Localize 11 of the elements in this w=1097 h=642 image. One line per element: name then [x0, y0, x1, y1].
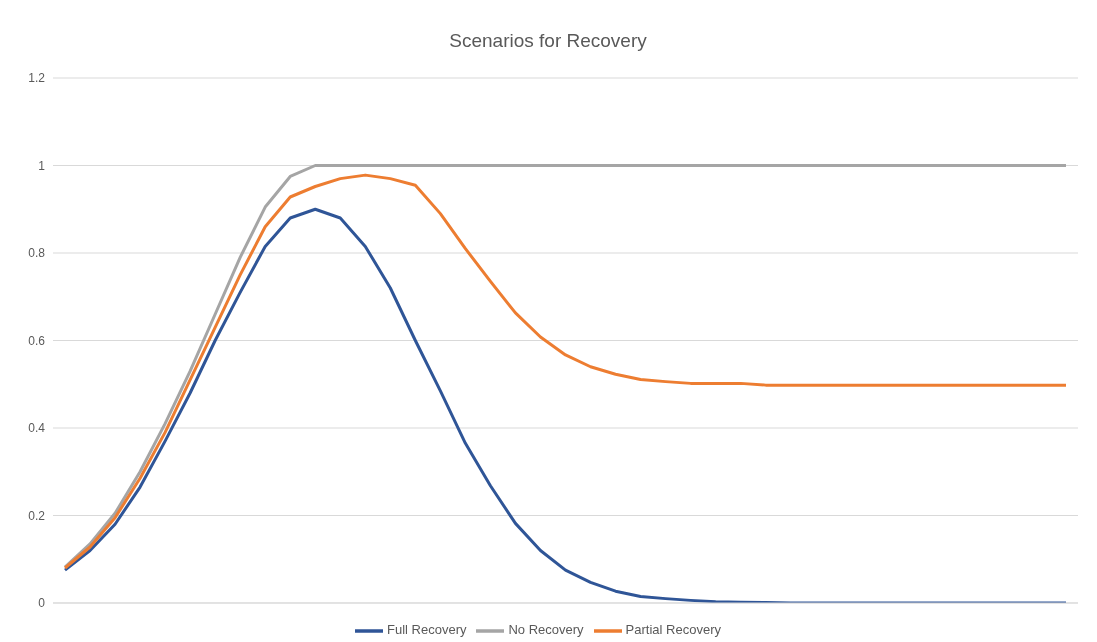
y-tick-label: 1.2: [28, 71, 46, 86]
chart-title: Scenarios for Recovery: [448, 29, 648, 53]
legend-label: Full Recovery: [387, 622, 467, 638]
y-tick-label: 0.4: [28, 421, 46, 436]
y-tick-label: 0.2: [28, 508, 46, 523]
legend-label: No Recovery: [508, 622, 584, 638]
legend-label: Partial Recovery: [625, 622, 721, 638]
y-tick-label: 1: [38, 158, 46, 173]
y-tick-label: 0.6: [28, 333, 46, 348]
y-tick-label: 0.8: [28, 246, 46, 261]
y-tick-label: 0: [38, 596, 46, 611]
